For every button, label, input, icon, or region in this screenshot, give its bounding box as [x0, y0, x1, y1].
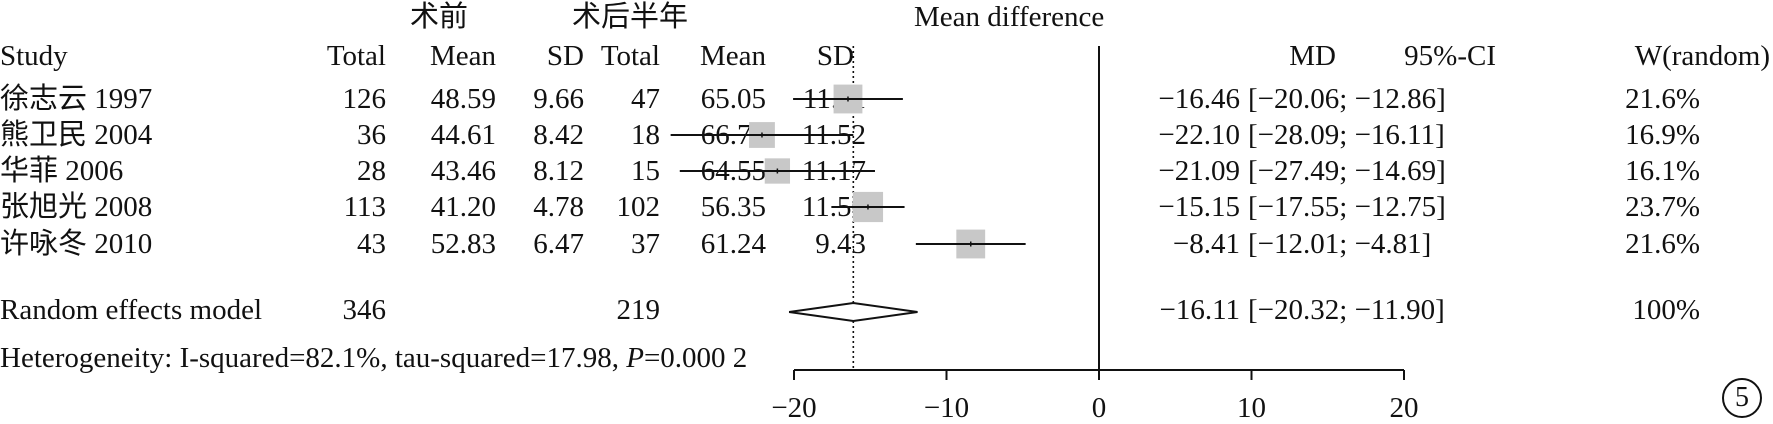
study-mean-before: 43.46	[430, 155, 496, 187]
study-md: −8.41	[1172, 228, 1240, 260]
header-weight: W(random)	[1634, 40, 1770, 72]
group-after-label: 术后半年	[571, 1, 688, 33]
study-ci: [−17.55; −12.75]	[1248, 191, 1446, 223]
x-axis: −20 −10 0 10 20	[771, 369, 1419, 424]
study-sd-before: 8.12	[533, 155, 584, 187]
p-value: =0.000 2	[643, 342, 748, 374]
x-tick-label: −20	[771, 392, 816, 424]
study-mean-after: 61.24	[700, 228, 766, 260]
summary-md: −16.11	[1159, 294, 1240, 326]
x-tick-label: 20	[1390, 392, 1419, 424]
study-sd-before: 6.47	[533, 228, 584, 260]
study-total-after: 37	[631, 228, 660, 260]
study-md: −21.09	[1158, 155, 1240, 187]
p-label: P	[626, 342, 644, 374]
study-name: 许咏冬 2010	[0, 228, 153, 260]
study-sd-after: 9.43	[815, 228, 866, 260]
pooled-diamond	[788, 301, 918, 323]
heterogeneity-text: Heterogeneity: I-squared=82.1%, tau-squa…	[0, 344, 747, 373]
study-weight: 23.7%	[1625, 191, 1700, 223]
study-total-before: 126	[342, 83, 387, 115]
study-name: 熊卫民 2004	[0, 119, 153, 151]
study-md: −22.10	[1158, 119, 1240, 151]
summary-weight: 100%	[1632, 294, 1700, 326]
group-before-label: 术前	[409, 1, 468, 33]
study-ci: [−20.06; −12.86]	[1248, 83, 1446, 115]
header-mean-after: Mean	[699, 40, 766, 72]
header-sd-before: SD	[546, 40, 584, 72]
study-total-after: 102	[616, 191, 661, 223]
pooled-estimate	[788, 301, 918, 323]
study-sd-before: 8.42	[533, 119, 584, 151]
study-ci: [−27.49; −14.69]	[1248, 155, 1446, 187]
header-study: Study	[0, 40, 68, 72]
study-total-before: 113	[343, 191, 386, 223]
heterogeneity-stats: Heterogeneity: I-squared=82.1%, tau-squa…	[0, 342, 627, 374]
header-md: MD	[1289, 40, 1336, 72]
study-ci: [−12.01; −4.81]	[1248, 228, 1432, 260]
x-tick-label: 10	[1237, 392, 1266, 424]
study-weight: 21.6%	[1625, 83, 1700, 115]
header-ci: 95%-CI	[1404, 40, 1496, 72]
summary-label: Random effects model	[0, 294, 263, 326]
study-total-after: 47	[631, 83, 660, 115]
study-mean-before: 48.59	[430, 83, 496, 115]
study-md: −16.46	[1158, 83, 1240, 115]
study-md: −15.15	[1158, 191, 1240, 223]
study-name: 华菲 2006	[0, 155, 124, 187]
header-total-before: Total	[326, 40, 386, 72]
study-mean-before: 41.20	[430, 191, 496, 223]
study-markers	[670, 84, 1026, 259]
header-total-after: Total	[600, 40, 660, 72]
study-mean-after: 65.05	[700, 83, 766, 115]
study-sd-before: 4.78	[533, 191, 584, 223]
x-tick-label: −10	[924, 392, 969, 424]
study-total-before: 43	[357, 228, 386, 260]
header-sd-after: SD	[816, 40, 854, 72]
study-weight: 21.6%	[1625, 228, 1700, 260]
header-mean-before: Mean	[429, 40, 496, 72]
study-sd-before: 9.66	[533, 83, 584, 115]
summary-total-before: 346	[342, 294, 387, 326]
study-weight: 16.1%	[1625, 155, 1700, 187]
study-total-before: 36	[357, 119, 386, 151]
study-mean-before: 52.83	[430, 228, 496, 260]
study-total-before: 28	[357, 155, 386, 187]
study-mean-after: 56.35	[700, 191, 766, 223]
study-ci: [−28.09; −16.11]	[1248, 119, 1445, 151]
panel-label: 5	[1722, 378, 1762, 418]
summary-ci: [−20.32; −11.90]	[1248, 294, 1445, 326]
study-total-after: 18	[631, 119, 660, 151]
study-name: 徐志云 1997	[0, 83, 153, 115]
x-tick-label: 0	[1092, 392, 1107, 424]
summary-total-after: 219	[616, 294, 661, 326]
study-mean-before: 44.61	[430, 119, 496, 151]
study-total-after: 15	[631, 155, 660, 187]
plot-title: Mean difference	[914, 1, 1105, 33]
study-name: 张旭光 2008	[0, 191, 153, 223]
study-weight: 16.9%	[1625, 119, 1700, 151]
